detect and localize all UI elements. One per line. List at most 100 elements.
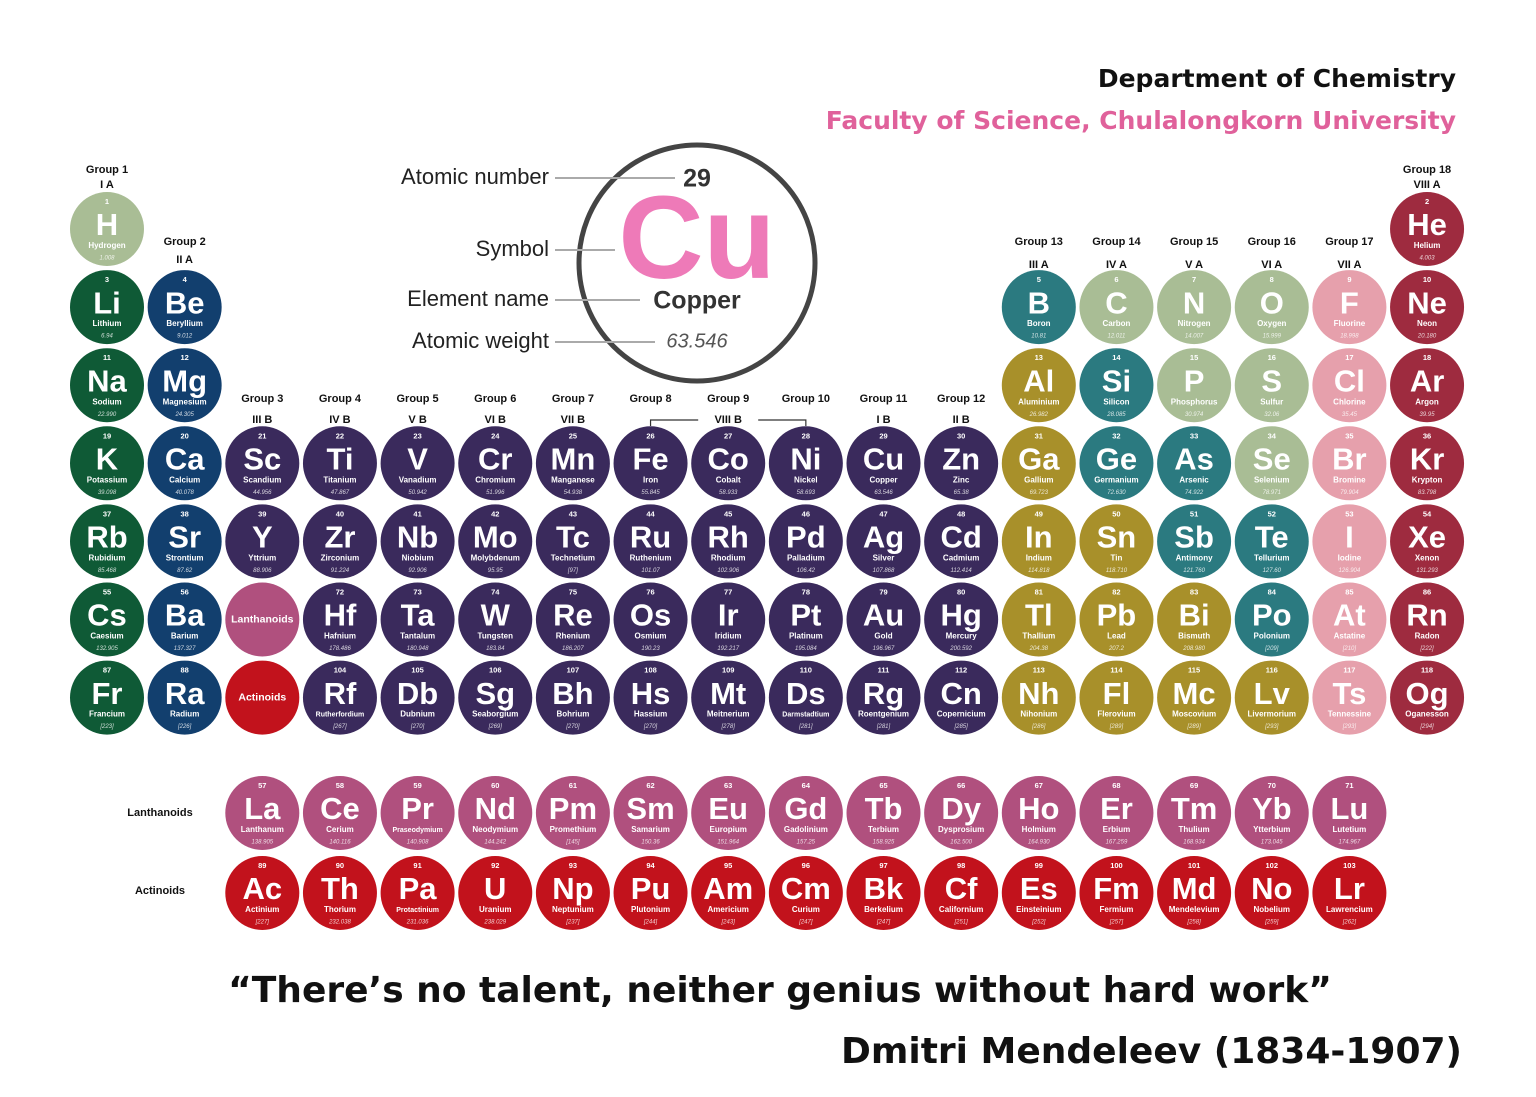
element-symbol: Rf <box>324 676 357 711</box>
element-name: Seaborgium <box>472 710 518 719</box>
element-name: Gallium <box>1024 475 1053 484</box>
element-symbol: Po <box>1252 598 1292 633</box>
atomic-number: 117 <box>1343 666 1355 675</box>
key-symbol: Cu <box>618 172 775 304</box>
element-circle <box>691 856 766 930</box>
atomic-number: 53 <box>1345 509 1353 518</box>
atomic-weight: 18.998 <box>1340 334 1359 340</box>
header-title: Department of Chemistry <box>1098 64 1456 93</box>
atomic-number: 107 <box>567 666 580 675</box>
element-symbol: Hs <box>631 676 671 711</box>
element-symbol: La <box>244 791 281 826</box>
key-label: Atomic weight <box>412 328 549 353</box>
atomic-weight: [270] <box>565 724 580 730</box>
group-roman: VII A <box>1337 259 1361 271</box>
atomic-number: 97 <box>879 861 887 870</box>
atomic-number: 77 <box>724 587 732 596</box>
atomic-weight: [226] <box>177 724 192 730</box>
element-symbol: B <box>1028 285 1050 320</box>
element-circle <box>302 582 377 657</box>
element-symbol: O <box>1260 285 1284 320</box>
element-symbol: Eu <box>708 791 748 826</box>
group-roman: III B <box>252 414 272 426</box>
atomic-weight: [222] <box>1419 646 1434 652</box>
element-name: Fermium <box>1100 905 1134 914</box>
element-name: Niobium <box>402 554 434 563</box>
element-symbol: Cd <box>940 520 981 555</box>
atomic-weight: 44.956 <box>253 490 272 496</box>
element-circle <box>147 504 222 579</box>
element-symbol: Bh <box>552 676 593 711</box>
element-name: Ytterbium <box>1253 825 1290 834</box>
atomic-number: 61 <box>569 781 577 790</box>
element-circle <box>1312 660 1387 735</box>
element-name: Neptunium <box>552 905 594 914</box>
element-symbol: As <box>1174 441 1214 476</box>
element-symbol: Mt <box>710 676 746 711</box>
element-name: Rhenium <box>556 632 590 641</box>
atomic-number: 105 <box>411 666 424 675</box>
group-roman: II B <box>953 414 970 426</box>
element-symbol: F <box>1340 285 1359 320</box>
element-circle <box>924 856 999 930</box>
element-symbol: Cu <box>863 441 904 476</box>
atomic-number: 102 <box>1265 861 1278 870</box>
atomic-weight: 140.116 <box>329 840 351 846</box>
element-circle <box>846 856 921 930</box>
element-symbol: Sb <box>1174 520 1214 555</box>
atomic-number: 45 <box>724 509 732 518</box>
placeholder-label: Actinoids <box>238 691 286 703</box>
element-symbol: H <box>96 207 118 242</box>
element-symbol: Ts <box>1332 676 1366 711</box>
atomic-weight: 114.818 <box>1028 568 1050 574</box>
element-circle <box>1157 660 1232 735</box>
element-name: Platinum <box>789 632 823 641</box>
element-symbol: Cm <box>781 871 831 906</box>
element-name: Rubidium <box>89 554 126 563</box>
atomic-number: 11 <box>103 353 111 362</box>
element-circle <box>1001 582 1076 657</box>
atomic-weight: 131.293 <box>1416 568 1438 574</box>
atomic-number: 82 <box>1112 587 1120 596</box>
atomic-number: 71 <box>1345 781 1353 790</box>
atomic-number: 96 <box>802 861 810 870</box>
element-circle <box>924 660 999 735</box>
atomic-weight: 9.012 <box>177 334 193 340</box>
element-circle <box>380 504 455 579</box>
element-name: Uranium <box>479 905 511 914</box>
element-name: Chlorine <box>1333 397 1366 406</box>
element-circle <box>1312 856 1387 930</box>
element-name: Tungsten <box>478 632 514 641</box>
element-circle <box>380 582 455 657</box>
element-symbol: Ac <box>242 871 282 906</box>
atomic-number: 29 <box>879 431 887 440</box>
element-symbol: Y <box>252 520 273 555</box>
element-name: Neon <box>1417 319 1437 328</box>
element-symbol: Fr <box>92 676 123 711</box>
element-name: Helium <box>1414 241 1441 250</box>
atomic-number: 98 <box>957 861 965 870</box>
element-name: Copernicium <box>937 710 986 719</box>
group-roman: VI A <box>1261 259 1282 271</box>
quote: “There’s no talent, neither genius witho… <box>228 970 1332 1011</box>
atomic-number: 6 <box>1114 275 1118 284</box>
atomic-number: 38 <box>180 509 188 518</box>
element-circle <box>846 582 921 657</box>
element-name: Berkelium <box>864 905 903 914</box>
atomic-number: 92 <box>491 861 499 870</box>
